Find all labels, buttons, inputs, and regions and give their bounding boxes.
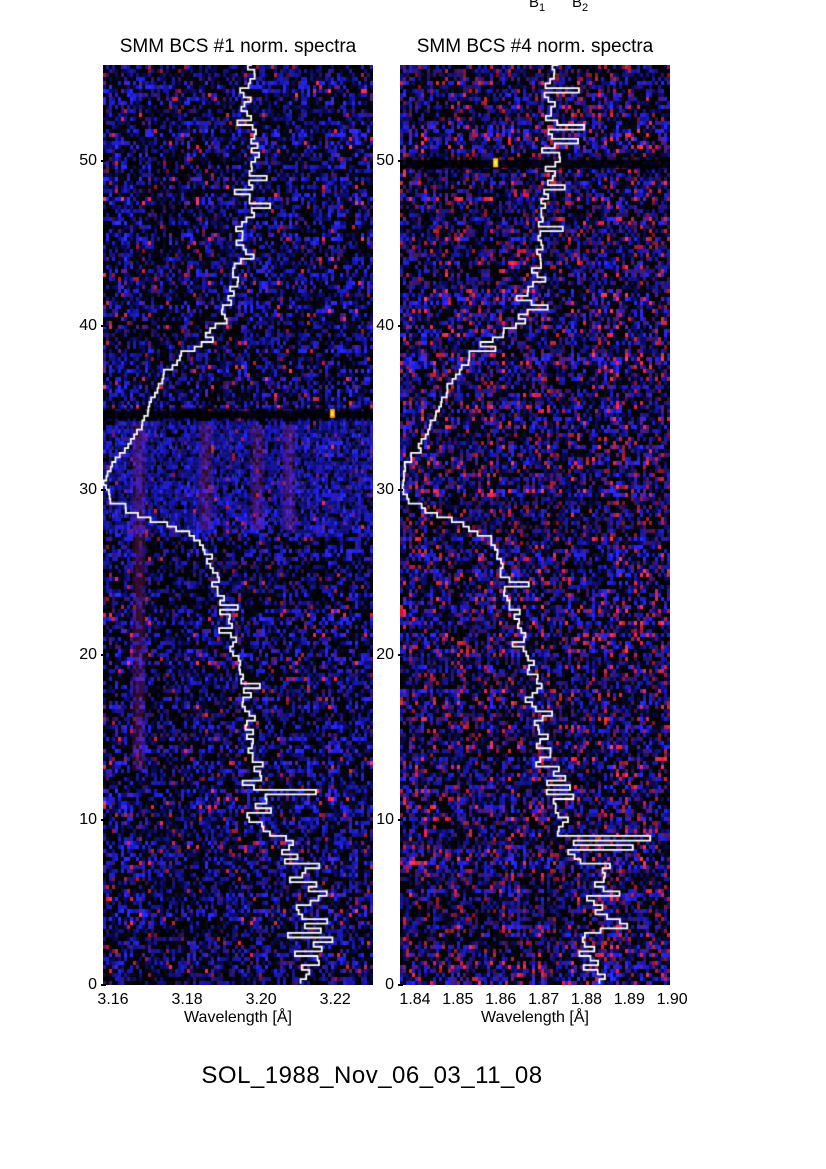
y-tick-label: 10 (376, 811, 394, 829)
x-tick-label: 1.87 (527, 991, 560, 1008)
y-tick-mark (101, 654, 106, 657)
line-label-b1-subscript: 1 (539, 2, 546, 14)
x-tick-label: 1.85 (442, 991, 474, 1008)
y-tick-label: 0 (88, 976, 97, 993)
y-tick-label: 40 (376, 316, 394, 334)
panel1-xaxis-label: Wavelength [Å] (184, 1009, 292, 1026)
y-tick-mark (398, 324, 403, 327)
y-tick-mark (101, 819, 106, 822)
y-tick-label: 50 (376, 151, 394, 169)
y-tick-mark (398, 819, 403, 822)
x-tick-label: 3.22 (319, 991, 351, 1008)
spectral-line-label-b1: B1 (529, 0, 545, 14)
y-tick-label: 30 (79, 481, 97, 499)
line-label-b2-text: B (572, 0, 583, 11)
y-tick-mark (398, 489, 403, 492)
x-tick-label: 3.20 (245, 991, 277, 1008)
line-label-b2-subscript: 2 (582, 2, 589, 14)
x-tick-label: 3.16 (97, 991, 129, 1008)
spectrogram-panel-4 (400, 65, 670, 985)
spectrogram-panel-1 (103, 65, 373, 985)
y-tick-label: 10 (79, 811, 97, 829)
x-tick-label: 1.89 (613, 991, 645, 1008)
x-tick-label: 1.90 (656, 991, 688, 1008)
x-tick-label: 1.88 (570, 991, 602, 1008)
y-tick-mark (101, 984, 106, 986)
y-tick-label: 20 (376, 646, 394, 664)
line-label-b1-text: B (529, 0, 540, 11)
y-tick-mark (101, 159, 106, 162)
y-tick-mark (398, 159, 403, 162)
x-tick-label: 1.84 (399, 991, 431, 1008)
y-tick-mark (101, 489, 106, 492)
panel4-xaxis-label: Wavelength [Å] (481, 1009, 589, 1026)
panel1-title: SMM BCS #1 norm. spectra (119, 36, 357, 57)
y-tick-label: 0 (385, 976, 394, 993)
y-tick-label: 30 (376, 481, 394, 499)
x-tick-label: 3.18 (171, 991, 203, 1008)
panel4-title: SMM BCS #4 norm. spectra (416, 36, 654, 57)
y-tick-mark (101, 324, 106, 327)
spectral-line-label-b2: B2 (572, 0, 588, 14)
y-tick-label: 40 (79, 316, 97, 334)
y-tick-mark (398, 654, 403, 657)
x-tick-label: 1.86 (485, 991, 517, 1008)
y-tick-mark (398, 984, 403, 986)
y-tick-label: 20 (79, 646, 97, 664)
y-tick-label: 50 (79, 151, 97, 169)
figure-caption: SOL_1988_Nov_06_03_11_08 (201, 1062, 543, 1089)
